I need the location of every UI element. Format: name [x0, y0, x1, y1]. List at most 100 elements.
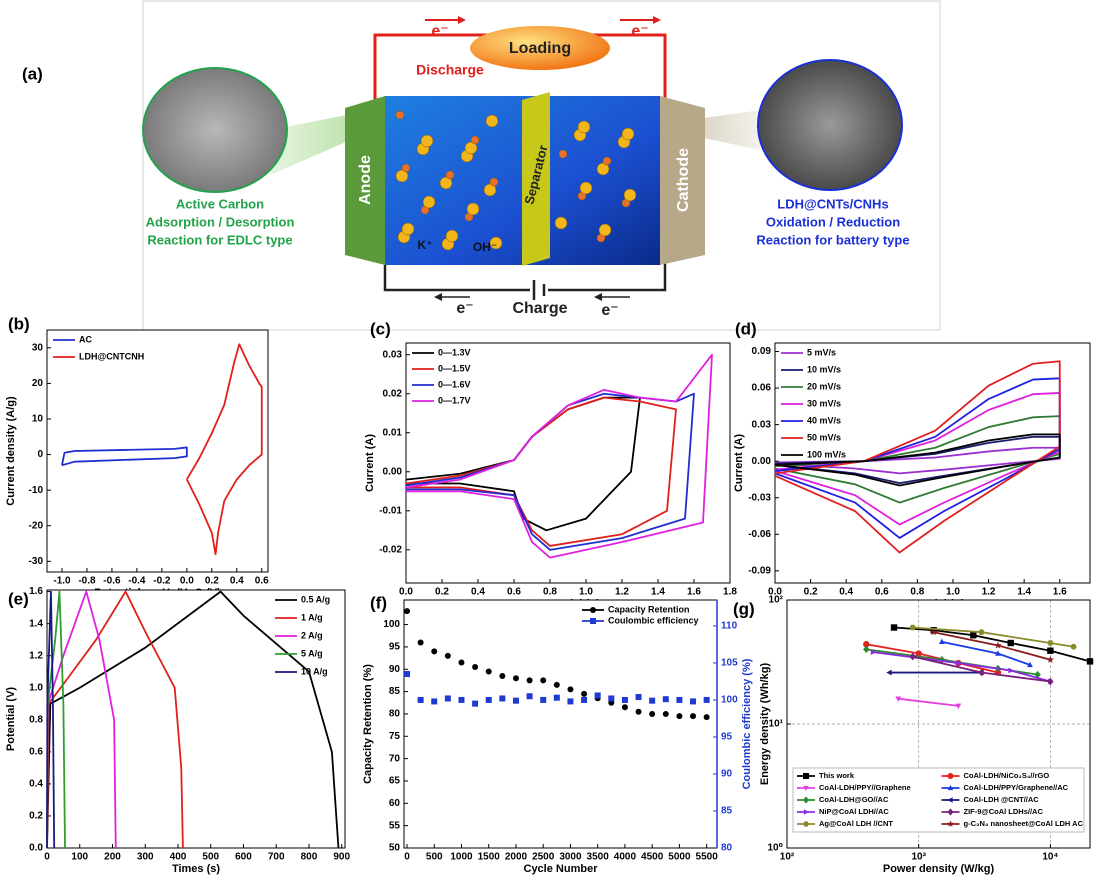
legend-marker — [590, 607, 596, 613]
x-tick-label: 4500 — [641, 852, 664, 863]
x-tick-label: -0.6 — [103, 576, 121, 587]
charge-wire — [548, 260, 667, 292]
series-line — [912, 626, 1074, 648]
data-point — [690, 698, 697, 705]
legend-label: 0—1.5V — [438, 363, 471, 373]
ion — [466, 202, 480, 216]
data-point — [540, 677, 547, 684]
ion — [602, 156, 612, 166]
legend-marker — [803, 809, 809, 815]
ion — [596, 162, 610, 176]
ions — [395, 110, 637, 251]
data-point — [635, 708, 642, 715]
x-tick-label: 900 — [333, 852, 350, 863]
series-line — [774, 433, 1061, 487]
electron-arrow — [458, 16, 466, 24]
legend-marker — [947, 808, 954, 816]
data-point — [895, 696, 902, 702]
y-tick-label: 10⁰ — [767, 843, 783, 854]
x-tick-label: 400 — [170, 852, 187, 863]
x-tick-label: 800 — [301, 852, 318, 863]
data-point — [485, 696, 492, 703]
x-tick-label: 700 — [268, 852, 285, 863]
legend-label: 10 mV/s — [807, 364, 841, 374]
legend-marker — [947, 797, 953, 803]
anode-label: Anode — [357, 155, 374, 205]
x-tick-label: 300 — [137, 852, 154, 863]
data-point — [444, 652, 451, 659]
data-point — [1007, 639, 1014, 647]
ion — [470, 135, 480, 145]
x-tick-label: 0.0 — [768, 587, 782, 598]
y-tick-label: 1.2 — [29, 650, 43, 661]
y-tick-label: 0 — [37, 449, 43, 460]
x-tick-label: 10⁴ — [1042, 852, 1058, 863]
data-point — [472, 664, 479, 671]
legend-label: Capacity Retention — [608, 604, 690, 614]
data-point — [649, 697, 656, 704]
sem-image-carbon — [142, 67, 288, 193]
panel-label: (g) — [733, 599, 755, 618]
y2-tick-label: 80 — [721, 843, 733, 854]
y-tick-label: 80 — [389, 709, 401, 720]
panel-label: (f) — [370, 593, 387, 612]
electron-arrow — [434, 293, 442, 301]
data-point — [978, 629, 985, 635]
y-tick-label: 20 — [32, 378, 44, 389]
series-line — [46, 590, 340, 849]
legend-label: NiP@CoAl LDH//AC — [819, 807, 889, 816]
y-tick-label: 95 — [389, 642, 401, 653]
electron-arrow — [594, 293, 602, 301]
data-point — [909, 624, 916, 631]
legend-label: 0—1.3V — [438, 347, 471, 357]
data-point — [1086, 658, 1094, 665]
y-tick-label: -30 — [29, 556, 44, 567]
ion-label: OH⁻ — [473, 240, 497, 254]
data-point — [662, 696, 669, 703]
legend-label: This work — [819, 771, 855, 780]
anode — [345, 96, 385, 265]
x-tick-label: 1.2 — [982, 587, 996, 598]
ion — [422, 195, 436, 209]
y-tick-label: 1.4 — [29, 618, 43, 629]
x-tick-label: 0.4 — [839, 587, 853, 598]
legend-label: 2 A/g — [301, 630, 323, 640]
x-tick-label: 500 — [426, 852, 443, 863]
data-point — [938, 638, 945, 645]
plot-frame — [46, 329, 269, 573]
ion — [623, 188, 637, 202]
x-tick-label: 0.4 — [471, 587, 485, 598]
data-point — [676, 696, 683, 703]
ion — [598, 223, 612, 237]
ion — [401, 163, 411, 173]
data-point — [553, 694, 560, 701]
x-tick-label: -1.0 — [53, 576, 71, 587]
data-point — [608, 695, 615, 702]
x-tick-label: 500 — [202, 852, 219, 863]
data-point — [995, 650, 1001, 656]
y-tick-label: 85 — [389, 686, 401, 697]
data-point — [458, 659, 465, 666]
legend-marker — [947, 773, 954, 779]
x-tick-label: 0.6 — [507, 587, 521, 598]
data-point — [1034, 670, 1041, 679]
electrode-text: Reaction for EDLC type — [147, 232, 292, 247]
x-tick-label: 1.0 — [579, 587, 593, 598]
x-axis-label: Cycle Number — [524, 863, 599, 875]
electrode-text: Reaction for battery type — [756, 232, 909, 247]
x-tick-label: 0 — [44, 852, 50, 863]
zoom-cone — [690, 110, 760, 150]
y-tick-label: -10 — [29, 485, 44, 496]
legend-label: CoAl-LDH/PPY//Graphene — [819, 783, 911, 792]
plot-frame — [786, 599, 1091, 849]
data-point — [1046, 655, 1055, 663]
data-point — [649, 710, 656, 717]
x-tick-label: 3000 — [559, 852, 582, 863]
data-point — [1047, 647, 1054, 654]
ion — [621, 127, 635, 141]
legend-marker — [803, 785, 809, 791]
y-tick-label: 1.0 — [29, 682, 43, 693]
x-tick-label: 1.4 — [651, 587, 665, 598]
y-tick-label: 1.6 — [29, 586, 43, 597]
